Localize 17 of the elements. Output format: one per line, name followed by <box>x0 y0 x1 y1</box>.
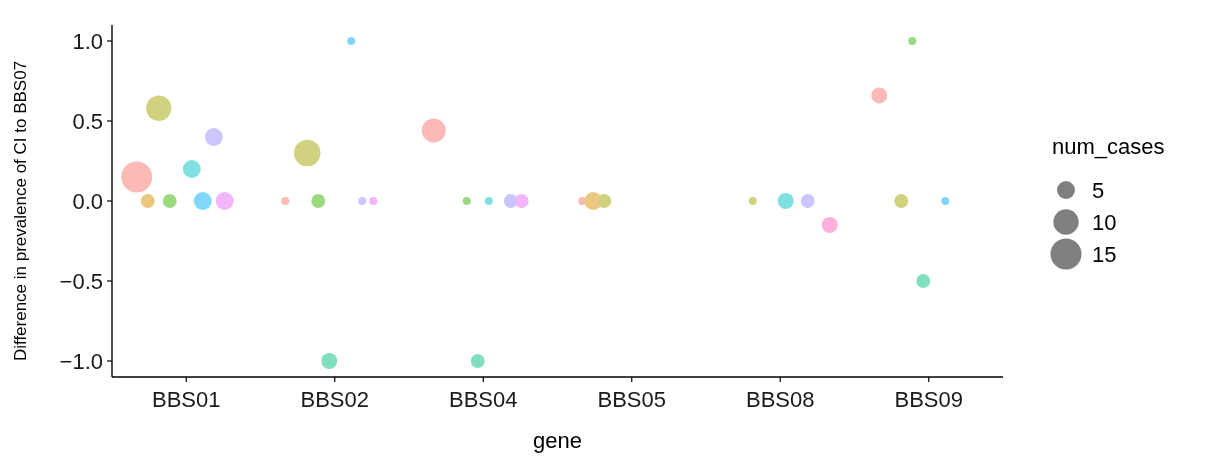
x-tick-label: BBS04 <box>449 387 518 412</box>
y-tick-label: 0.5 <box>72 108 103 134</box>
legend-label: 5 <box>1092 177 1105 203</box>
x-tick-label: BBS02 <box>300 387 369 412</box>
y-tick-label: −1.0 <box>59 348 103 374</box>
y-tick-label: 0.0 <box>72 188 103 214</box>
x-tick-label: BBS05 <box>597 387 666 412</box>
x-tick-label: BBS01 <box>152 387 221 412</box>
y-tick-label: 1.0 <box>72 28 103 54</box>
legend-label: 10 <box>1092 209 1117 235</box>
x-tick-label: BBS08 <box>746 387 815 412</box>
legend-title: num_cases <box>1052 134 1165 159</box>
legend-label: 15 <box>1092 241 1117 267</box>
x-axis-title: gene <box>533 428 582 453</box>
y-tick-label: −0.5 <box>59 268 103 294</box>
x-tick-label: BBS09 <box>894 387 963 412</box>
y-axis-title: Difference in prevalence of CI to BBS07 <box>11 60 30 362</box>
